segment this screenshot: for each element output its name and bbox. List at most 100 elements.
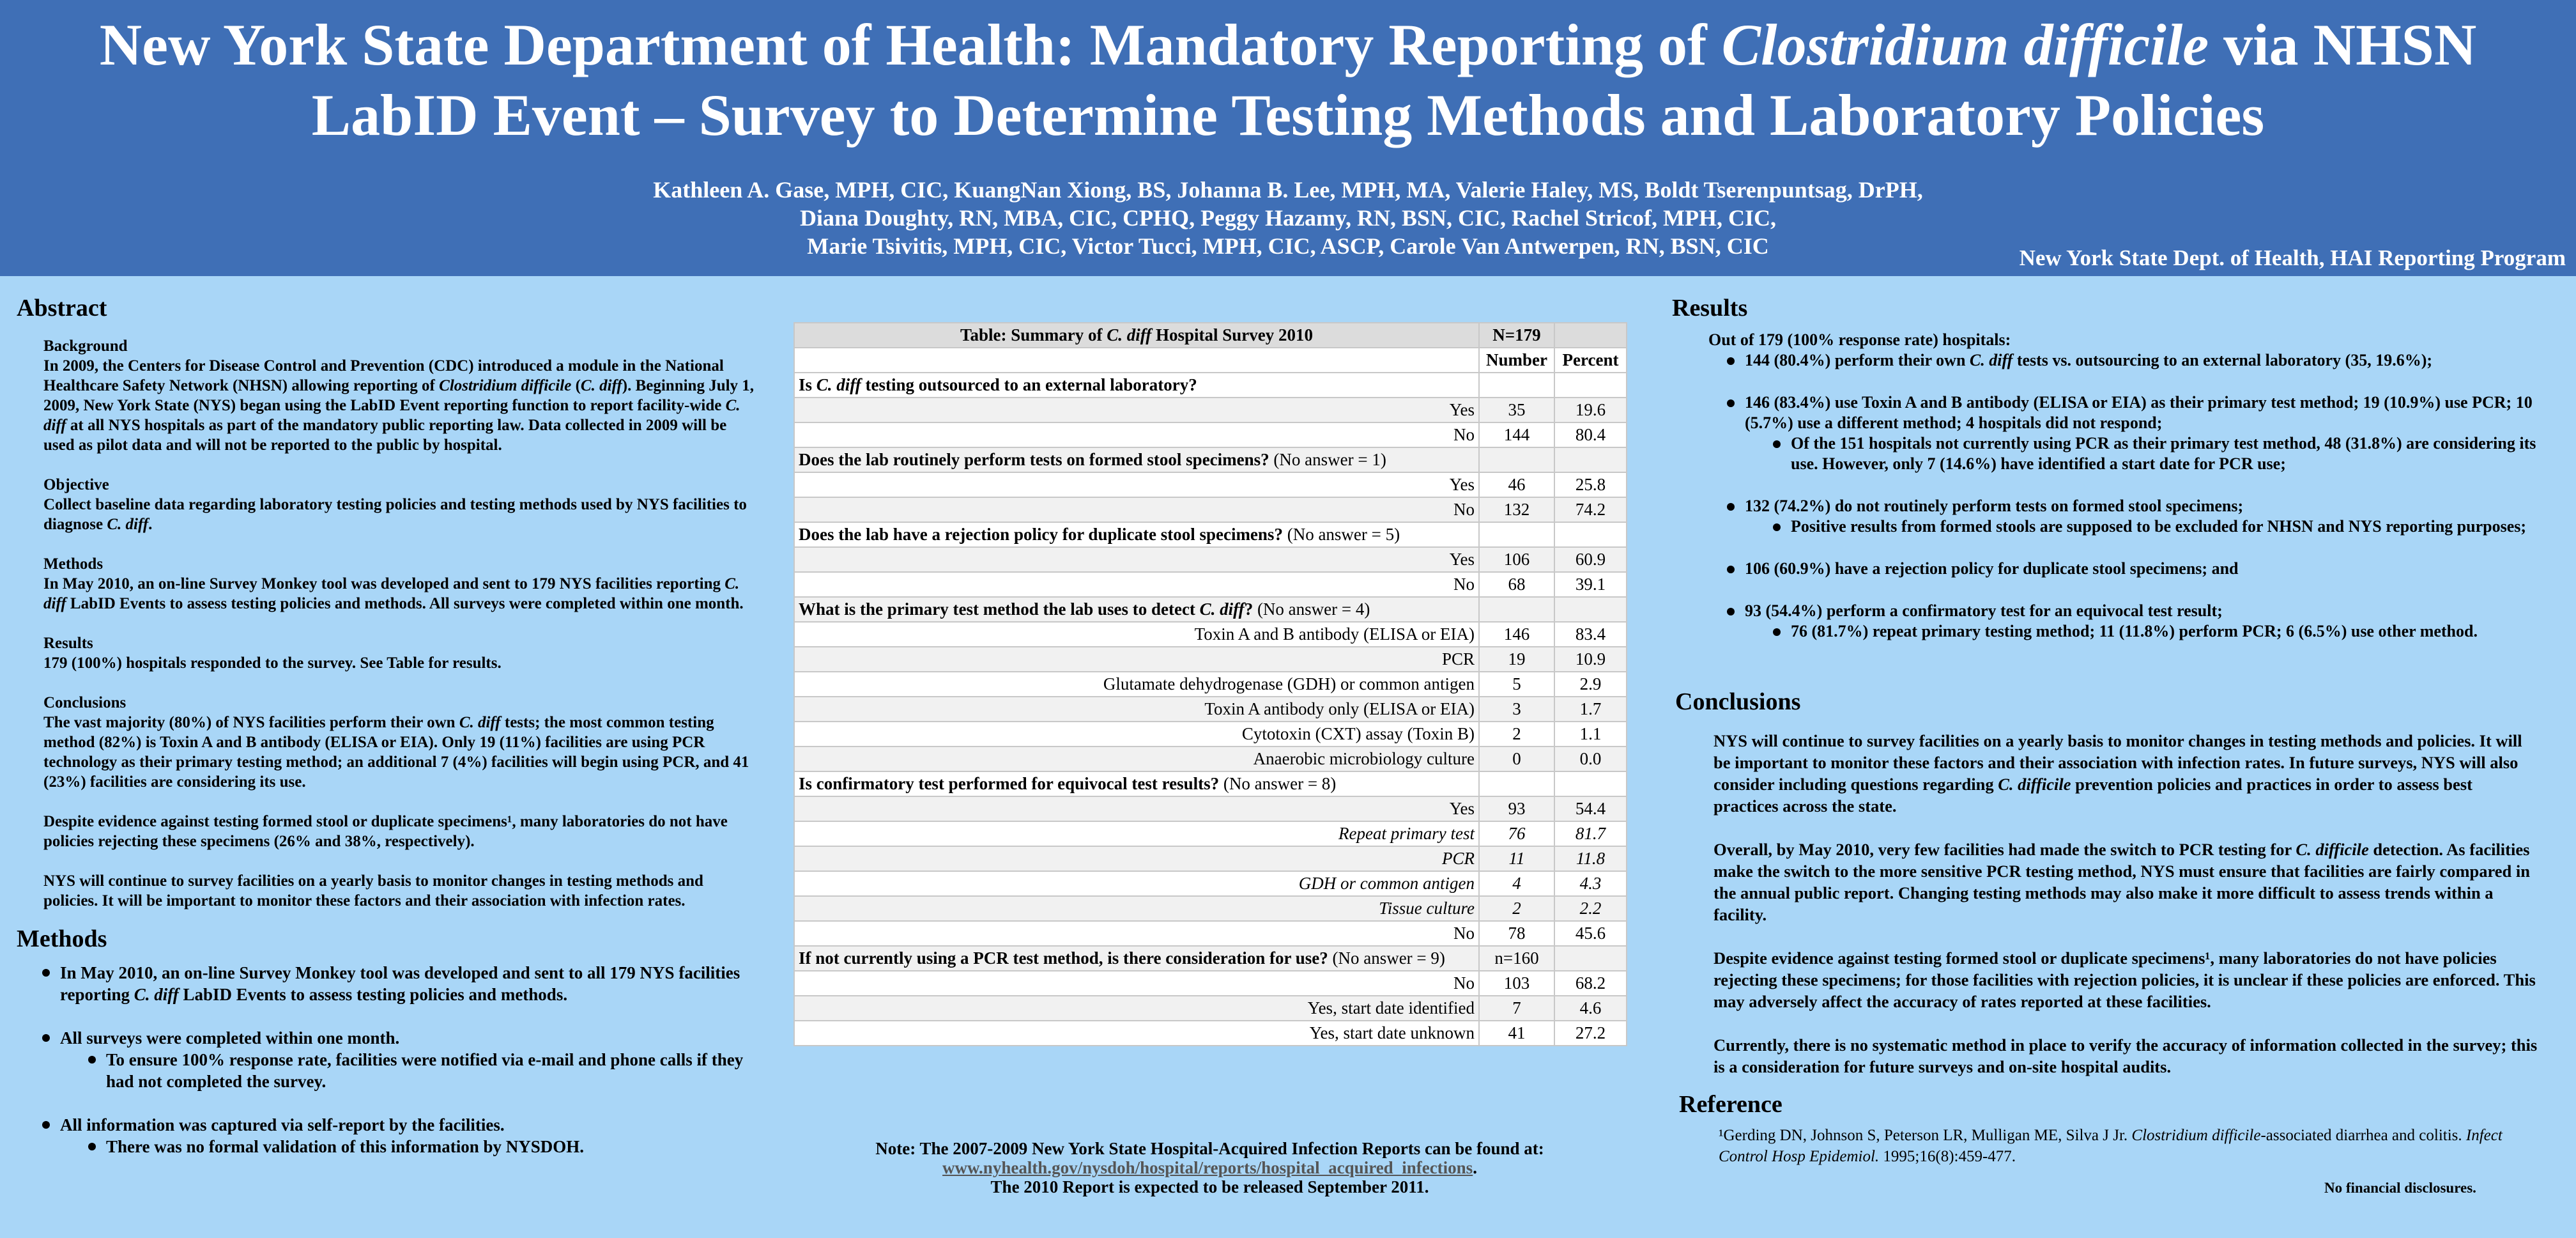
text-run: If not currently using a PCR test method… xyxy=(799,948,1328,968)
answer-label: No xyxy=(793,920,1480,947)
text-run: Is xyxy=(799,375,816,394)
answer-label: Toxin A and B antibody (ELISA or EIA) xyxy=(793,621,1480,647)
text-run: detection. As facilities make the switch… xyxy=(1713,840,2530,924)
paragraph: Overall, by May 2010, very few facilitie… xyxy=(1713,839,2538,925)
table-value: 2 xyxy=(1478,721,1555,747)
question-row: Does the lab have a rejection policy for… xyxy=(793,522,1627,548)
answer-row: Yes 93 54.4 xyxy=(793,796,1627,822)
table-value: 60.9 xyxy=(1554,546,1627,573)
cell xyxy=(1554,596,1627,623)
bullet-dot xyxy=(42,1034,50,1042)
paragraph: Despite evidence against testing formed … xyxy=(1713,947,2538,1012)
table-value: 19 xyxy=(1478,646,1555,672)
table-value: 39.1 xyxy=(1554,571,1627,598)
question-row: If not currently using a PCR test method… xyxy=(793,945,1627,971)
text-run: In May 2010, an on-line Survey Monkey to… xyxy=(43,575,725,592)
left-column: Abstract Background In 2009, the Centers … xyxy=(17,294,783,1179)
author-line: Marie Tsivitis, MPH, CIC, Victor Tucci, … xyxy=(807,233,1769,259)
abstract-section: Background In 2009, the Centers for Disea… xyxy=(43,336,756,455)
bullet-group: In May 2010, an on-line Survey Monkey to… xyxy=(38,962,754,1005)
table-value: 19.6 xyxy=(1554,397,1627,423)
table-title-row: Table: Summary of C. diff Hospital Surve… xyxy=(793,322,1627,348)
paragraph: In May 2010, an on-line Survey Monkey to… xyxy=(43,574,756,614)
answer-row: Anaerobic microbiology culture 0 0.0 xyxy=(793,746,1627,772)
section-heading: Results xyxy=(1672,295,1748,321)
text-run: Clostridium difficile xyxy=(2131,1127,2261,1144)
reference: Reference ¹Gerding DN, Johnson S, Peters… xyxy=(1679,1090,2567,1196)
title-line: New York State Department of Health: Man… xyxy=(0,10,2576,80)
table-value: 2.2 xyxy=(1554,895,1627,922)
text-run: C. diff xyxy=(580,377,622,394)
answer-label: GDH or common antigen xyxy=(793,870,1480,897)
note-line: www.nyhealth.gov/nysdoh/hospital/reports… xyxy=(793,1158,1626,1177)
text-run: The vast majority (80%) of NYS facilitie… xyxy=(43,714,459,731)
table-value: 4.6 xyxy=(1554,995,1627,1021)
text-run: via NHSN xyxy=(2209,12,2477,77)
bullet-group: All surveys were completed within one mo… xyxy=(38,1027,754,1092)
abstract-section: Results 179 (100%) hospitals responded to… xyxy=(43,633,756,673)
abstract-section: Objective Collect baseline data regarding… xyxy=(43,475,756,534)
bullet: All information was captured via self-re… xyxy=(38,1114,754,1136)
bullet-group: 106 (60.9%) have a rejection policy for … xyxy=(1723,559,2554,579)
answer-label: No xyxy=(793,571,1480,598)
table-value: 11.8 xyxy=(1554,846,1627,872)
bullet-dot xyxy=(42,1121,50,1129)
table-value: 1.7 xyxy=(1554,696,1627,722)
text-run: prevention policies and practices in ord… xyxy=(1713,775,2472,816)
answer-row: Repeat primary test 76 81.7 xyxy=(793,821,1627,847)
text-run: -associated diarrhea and colitis. xyxy=(2260,1127,2466,1144)
cell xyxy=(1478,522,1555,548)
cell xyxy=(1478,771,1555,797)
reference-text: ¹Gerding DN, Johnson S, Peterson LR, Mul… xyxy=(1719,1125,2549,1167)
table-value: 68 xyxy=(1478,571,1555,598)
answer-label: Yes xyxy=(793,397,1480,423)
table-value: 25.8 xyxy=(1554,472,1627,498)
table-value: 74.2 xyxy=(1554,497,1627,523)
answer-label: Repeat primary test xyxy=(793,821,1480,847)
note: Note: The 2007-2009 New York State Hospi… xyxy=(793,1139,1626,1196)
cell xyxy=(793,347,1480,373)
answer-row: Yes 46 25.8 xyxy=(793,472,1627,498)
bullet-dot xyxy=(88,1143,96,1150)
bullet: 93 (54.4%) perform a confirmatory test f… xyxy=(1723,601,2554,621)
text-run: C. diff xyxy=(459,714,501,731)
table-value: 83.4 xyxy=(1554,621,1627,647)
answer-label: Yes, start date unknown xyxy=(793,1020,1480,1046)
answer-row: GDH or common antigen 4 4.3 xyxy=(793,870,1627,897)
bullet-dot xyxy=(1727,608,1735,615)
table-value: 132 xyxy=(1478,497,1555,523)
column-header: Percent xyxy=(1554,347,1627,373)
cell xyxy=(1554,372,1627,398)
table-value: 144 xyxy=(1478,422,1555,448)
paragraph: NYS will continue to survey facilities o… xyxy=(1713,730,2538,817)
text-run: Of the 151 hospitals not currently using… xyxy=(1791,434,2536,473)
table-value: 41 xyxy=(1478,1020,1555,1046)
bullet-dot xyxy=(42,969,50,977)
table-n: N=179 xyxy=(1478,322,1555,348)
conclusions: Conclusions NYS will continue to survey … xyxy=(1675,688,2563,1099)
table-value: 11 xyxy=(1478,846,1555,872)
text-run: C. diff xyxy=(816,375,861,394)
answer-row: Yes 106 60.9 xyxy=(793,546,1627,573)
column-header: Number xyxy=(1478,347,1555,373)
text-run: NYS will continue to survey facilities o… xyxy=(43,872,703,909)
report-link[interactable]: www.nyhealth.gov/nysdoh/hospital/reports… xyxy=(942,1158,1473,1177)
table-value: 5 xyxy=(1478,671,1555,697)
answer-row: No 78 45.6 xyxy=(793,920,1627,947)
question-note: (No answer = 9) xyxy=(1332,948,1445,968)
disclosure: No financial disclosures. xyxy=(2324,1180,2476,1196)
bullet-dot xyxy=(1727,399,1735,407)
title: New York State Department of Health: Man… xyxy=(0,10,2576,150)
question-row: Is confirmatory test performed for equiv… xyxy=(793,771,1627,797)
abstract: Background In 2009, the Centers for Disea… xyxy=(43,336,756,911)
bullet: 106 (60.9%) have a rejection policy for … xyxy=(1723,559,2554,579)
text-run: Despite evidence against testing formed … xyxy=(43,813,728,850)
table-value: 80.4 xyxy=(1554,422,1627,448)
table-value: 76 xyxy=(1478,821,1555,847)
table-value: 68.2 xyxy=(1554,970,1627,996)
text-run: There was no formal validation of this i… xyxy=(106,1137,585,1156)
text-run: C. difficile xyxy=(2296,840,2369,859)
sub-bullet: Of the 151 hospitals not currently using… xyxy=(1769,433,2554,474)
table-value: 54.4 xyxy=(1554,796,1627,822)
answer-label: Glutamate dehydrogenase (GDH) or common … xyxy=(793,671,1480,697)
